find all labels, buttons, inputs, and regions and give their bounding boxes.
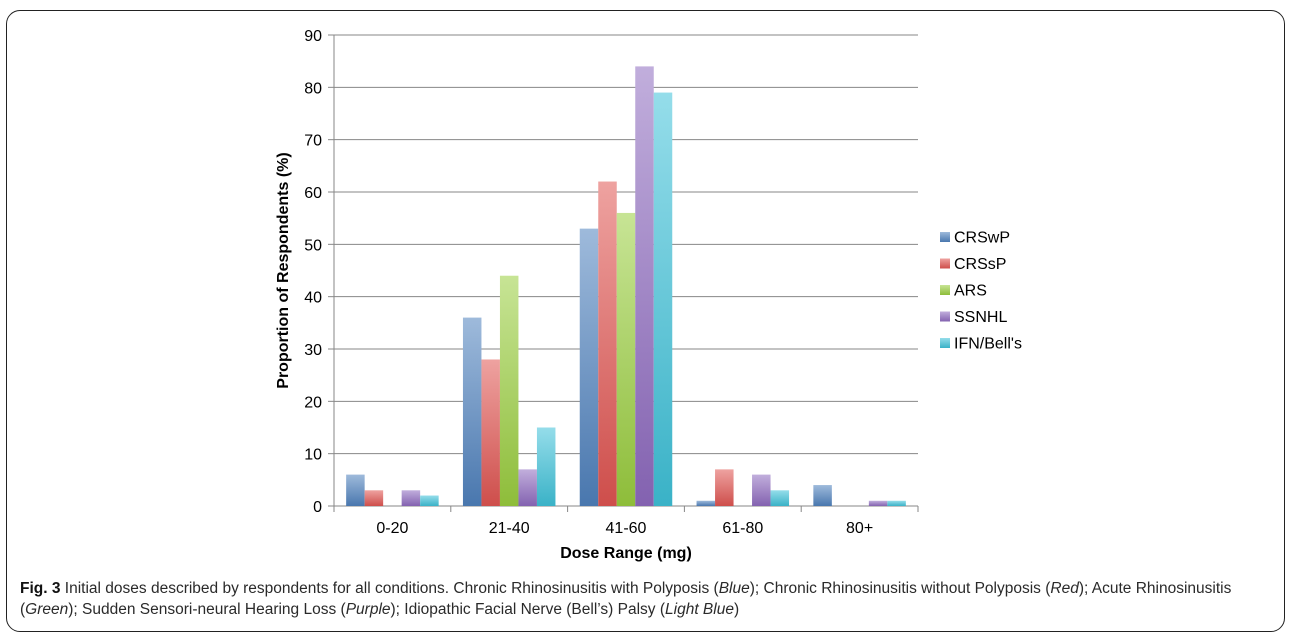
caption-text-3: ); Acute Rhinosinusitis (	[20, 580, 1232, 618]
bar-ifn-bell-s-41-60	[653, 92, 673, 507]
bar-crswp-61-80	[696, 500, 716, 506]
caption-text-1: Initial doses described by respondents f…	[60, 580, 719, 597]
figure-caption: Fig. 3 Initial doses described by respon…	[20, 578, 1270, 620]
y-tick-label: 10	[304, 447, 322, 464]
y-tick-label: 80	[304, 80, 322, 97]
x-tick-label: 61-80	[722, 520, 763, 537]
caption-text-5: ); Idiopathic Facial Nerve (Bell’s) Pals…	[390, 601, 666, 618]
x-tick-label: 0-20	[376, 520, 408, 537]
bar-crssp-0-20	[364, 490, 384, 506]
caption-color-purple: Purple	[345, 601, 391, 618]
bar-crssp-41-60	[598, 181, 617, 507]
bar-ifn-bell-s-0-20	[420, 495, 439, 506]
bar-ifn-bell-s-21-40	[536, 427, 556, 506]
legend-label: IFN/Bell's	[954, 336, 1022, 353]
bar-ssnhl-21-40	[518, 469, 537, 506]
caption-color-red: Red	[1050, 580, 1079, 597]
bar-ssnhl-61-80	[752, 474, 771, 506]
y-tick-label: 20	[304, 394, 322, 411]
legend-swatch	[940, 338, 950, 348]
bar-ssnhl-41-60	[635, 66, 654, 507]
legend-label: CRSsP	[954, 256, 1006, 273]
caption-fig-label: Fig. 3	[20, 580, 61, 597]
legend-swatch	[940, 311, 950, 322]
x-axis-title: Dose Range (mg)	[560, 545, 692, 562]
bar-ars-21-40	[499, 275, 519, 506]
bar-ssnhl-0-20	[401, 490, 421, 506]
y-tick-label: 40	[304, 290, 322, 307]
legend-label: CRSwP	[954, 230, 1010, 247]
bar-chart: 0 10 20 30 40 50 60 70 80 90 0-20 21-40 41-60 61-80 80…	[275, 28, 1022, 562]
y-tick-label: 30	[304, 342, 322, 359]
x-tick-label: 80+	[846, 520, 873, 537]
x-tick-label: 41-60	[606, 520, 647, 537]
legend-label: SSNHL	[954, 309, 1007, 326]
caption-text-4: ); Sudden Sensori-neural Hearing Loss (	[68, 601, 346, 618]
bar-crswp-41-60	[579, 228, 599, 506]
bar-crswp-0-20	[346, 474, 365, 506]
caption-color-light-blue: Light Blue	[665, 601, 734, 618]
legend-swatch	[940, 285, 950, 295]
bar-crswp-80+	[813, 485, 832, 506]
y-tick-label: 50	[304, 237, 322, 254]
caption-color-blue: Blue	[718, 580, 750, 597]
bar-crssp-21-40	[481, 359, 500, 506]
y-tick-label: 70	[304, 133, 322, 150]
bar-crswp-21-40	[462, 317, 482, 506]
caption-color-green: Green	[25, 601, 69, 618]
x-tick-label: 21-40	[489, 520, 530, 537]
legend-swatch	[940, 232, 950, 242]
bar-ifn-bell-s-80+	[887, 500, 906, 506]
bar-ifn-bell-s-61-80	[770, 490, 790, 506]
y-tick-label: 90	[304, 28, 322, 45]
y-axis-title: Proportion of Respondents (%)	[275, 152, 292, 388]
bar-crssp-61-80	[715, 469, 734, 506]
caption-text-2: ); Chronic Rhinosinusitis without Polypo…	[749, 580, 1051, 597]
legend-swatch	[940, 258, 950, 269]
bar-ars-41-60	[616, 212, 636, 506]
y-tick-label: 0	[313, 499, 322, 516]
caption-text-6: )	[733, 601, 740, 618]
legend-label: ARS	[954, 283, 987, 300]
bar-ssnhl-80+	[868, 500, 888, 506]
y-tick-label: 60	[304, 185, 322, 202]
